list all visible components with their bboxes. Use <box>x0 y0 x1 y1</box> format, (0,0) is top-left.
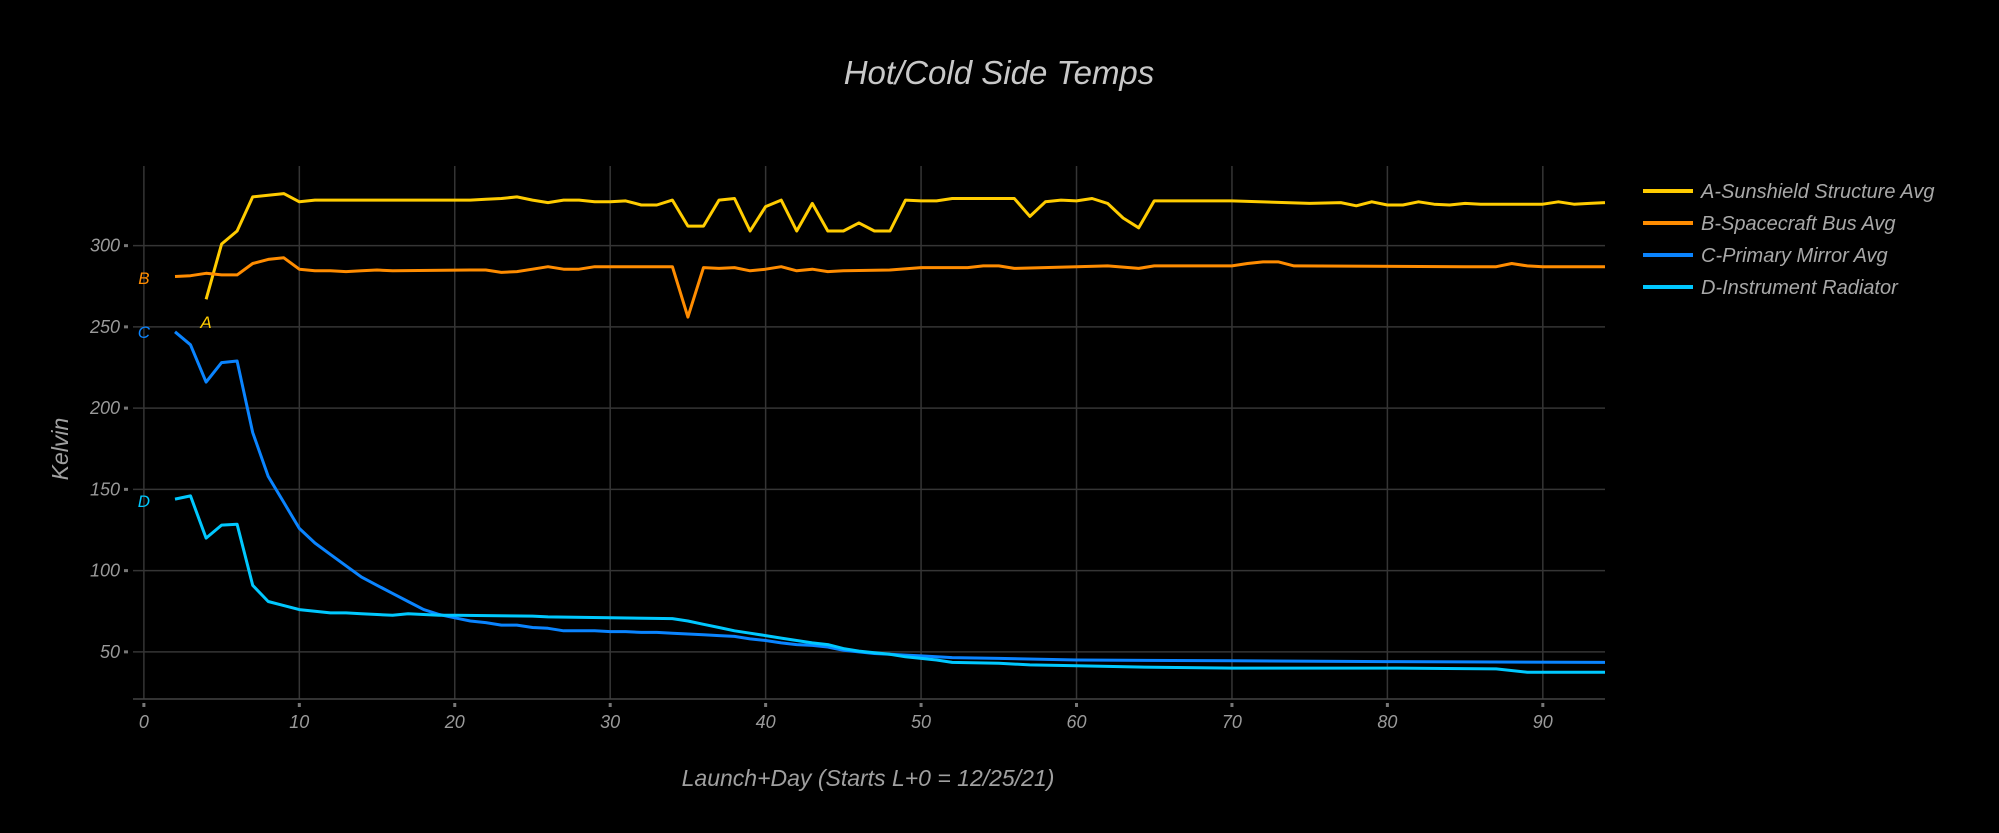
annotations: A B C D <box>138 269 212 511</box>
x-tick-label: 0 <box>139 712 149 732</box>
x-tick-mark <box>142 703 146 707</box>
x-tick-mark <box>297 703 301 707</box>
y-tick-mark <box>124 325 128 329</box>
x-tick-label: 30 <box>600 712 620 732</box>
x-tick-label: 50 <box>911 712 931 732</box>
x-tick-label: 20 <box>444 712 465 732</box>
x-tick-mark <box>453 703 457 707</box>
x-tick-label: 40 <box>756 712 776 732</box>
y-tick-label: 50 <box>100 642 120 662</box>
legend-item[interactable]: A-Sunshield Structure Avg <box>1643 181 1934 203</box>
x-axis-title: Launch+Day (Starts L+0 = 12/25/21) <box>682 765 1055 791</box>
y-tick-mark <box>124 569 128 573</box>
y-tick-label: 300 <box>90 236 120 256</box>
legend-item[interactable]: B-Spacecraft Bus Avg <box>1643 213 1896 235</box>
y-tick-mark <box>124 487 128 491</box>
series-line-b <box>174 256 1605 319</box>
series-line-a <box>204 192 1606 300</box>
y-tick-mark <box>124 406 128 410</box>
x-tick-mark <box>764 703 768 707</box>
axes: 0 10 20 30 40 50 60 70 80 90 50 100 150 200 250 300 <box>89 236 1605 732</box>
series-lines <box>174 192 1606 674</box>
y-tick-mark <box>124 650 128 654</box>
x-tick-mark <box>1541 703 1545 707</box>
x-tick-mark <box>1075 703 1079 707</box>
legend-label: D-Instrument Radiator <box>1701 277 1899 299</box>
legend[interactable]: A-Sunshield Structure Avg B-Spacecraft Bu… <box>1643 181 1934 299</box>
x-tick-mark <box>1230 703 1234 707</box>
annotation-label: D <box>138 492 150 511</box>
x-tick-label: 80 <box>1377 712 1397 732</box>
y-tick-label: 150 <box>90 479 120 499</box>
legend-item[interactable]: C-Primary Mirror Avg <box>1643 245 1888 267</box>
chart-title: Hot/Cold Side Temps <box>844 54 1155 91</box>
y-tick-mark <box>124 244 128 248</box>
legend-label: A-Sunshield Structure Avg <box>1700 181 1934 203</box>
y-tick-label: 100 <box>90 561 120 581</box>
y-tick-label: 200 <box>89 398 120 418</box>
y-tick-label: 250 <box>89 317 120 337</box>
annotation-label: B <box>138 269 149 288</box>
x-tick-label: 90 <box>1533 712 1553 732</box>
x-tick-mark <box>1385 703 1389 707</box>
x-tick-label: 60 <box>1066 712 1086 732</box>
x-tick-label: 10 <box>289 712 309 732</box>
y-axis-title: Kelvin <box>47 418 73 481</box>
grid <box>133 166 1605 699</box>
series-line-d <box>174 494 1605 674</box>
annotation-label: C <box>138 323 151 342</box>
legend-label: B-Spacecraft Bus Avg <box>1701 213 1896 235</box>
series-line-c <box>174 330 1606 664</box>
x-tick-label: 70 <box>1222 712 1242 732</box>
x-tick-mark <box>919 703 923 707</box>
x-tick-mark <box>608 703 612 707</box>
legend-item[interactable]: D-Instrument Radiator <box>1643 277 1899 299</box>
legend-label: C-Primary Mirror Avg <box>1701 245 1888 267</box>
annotation-label: A <box>199 313 211 332</box>
